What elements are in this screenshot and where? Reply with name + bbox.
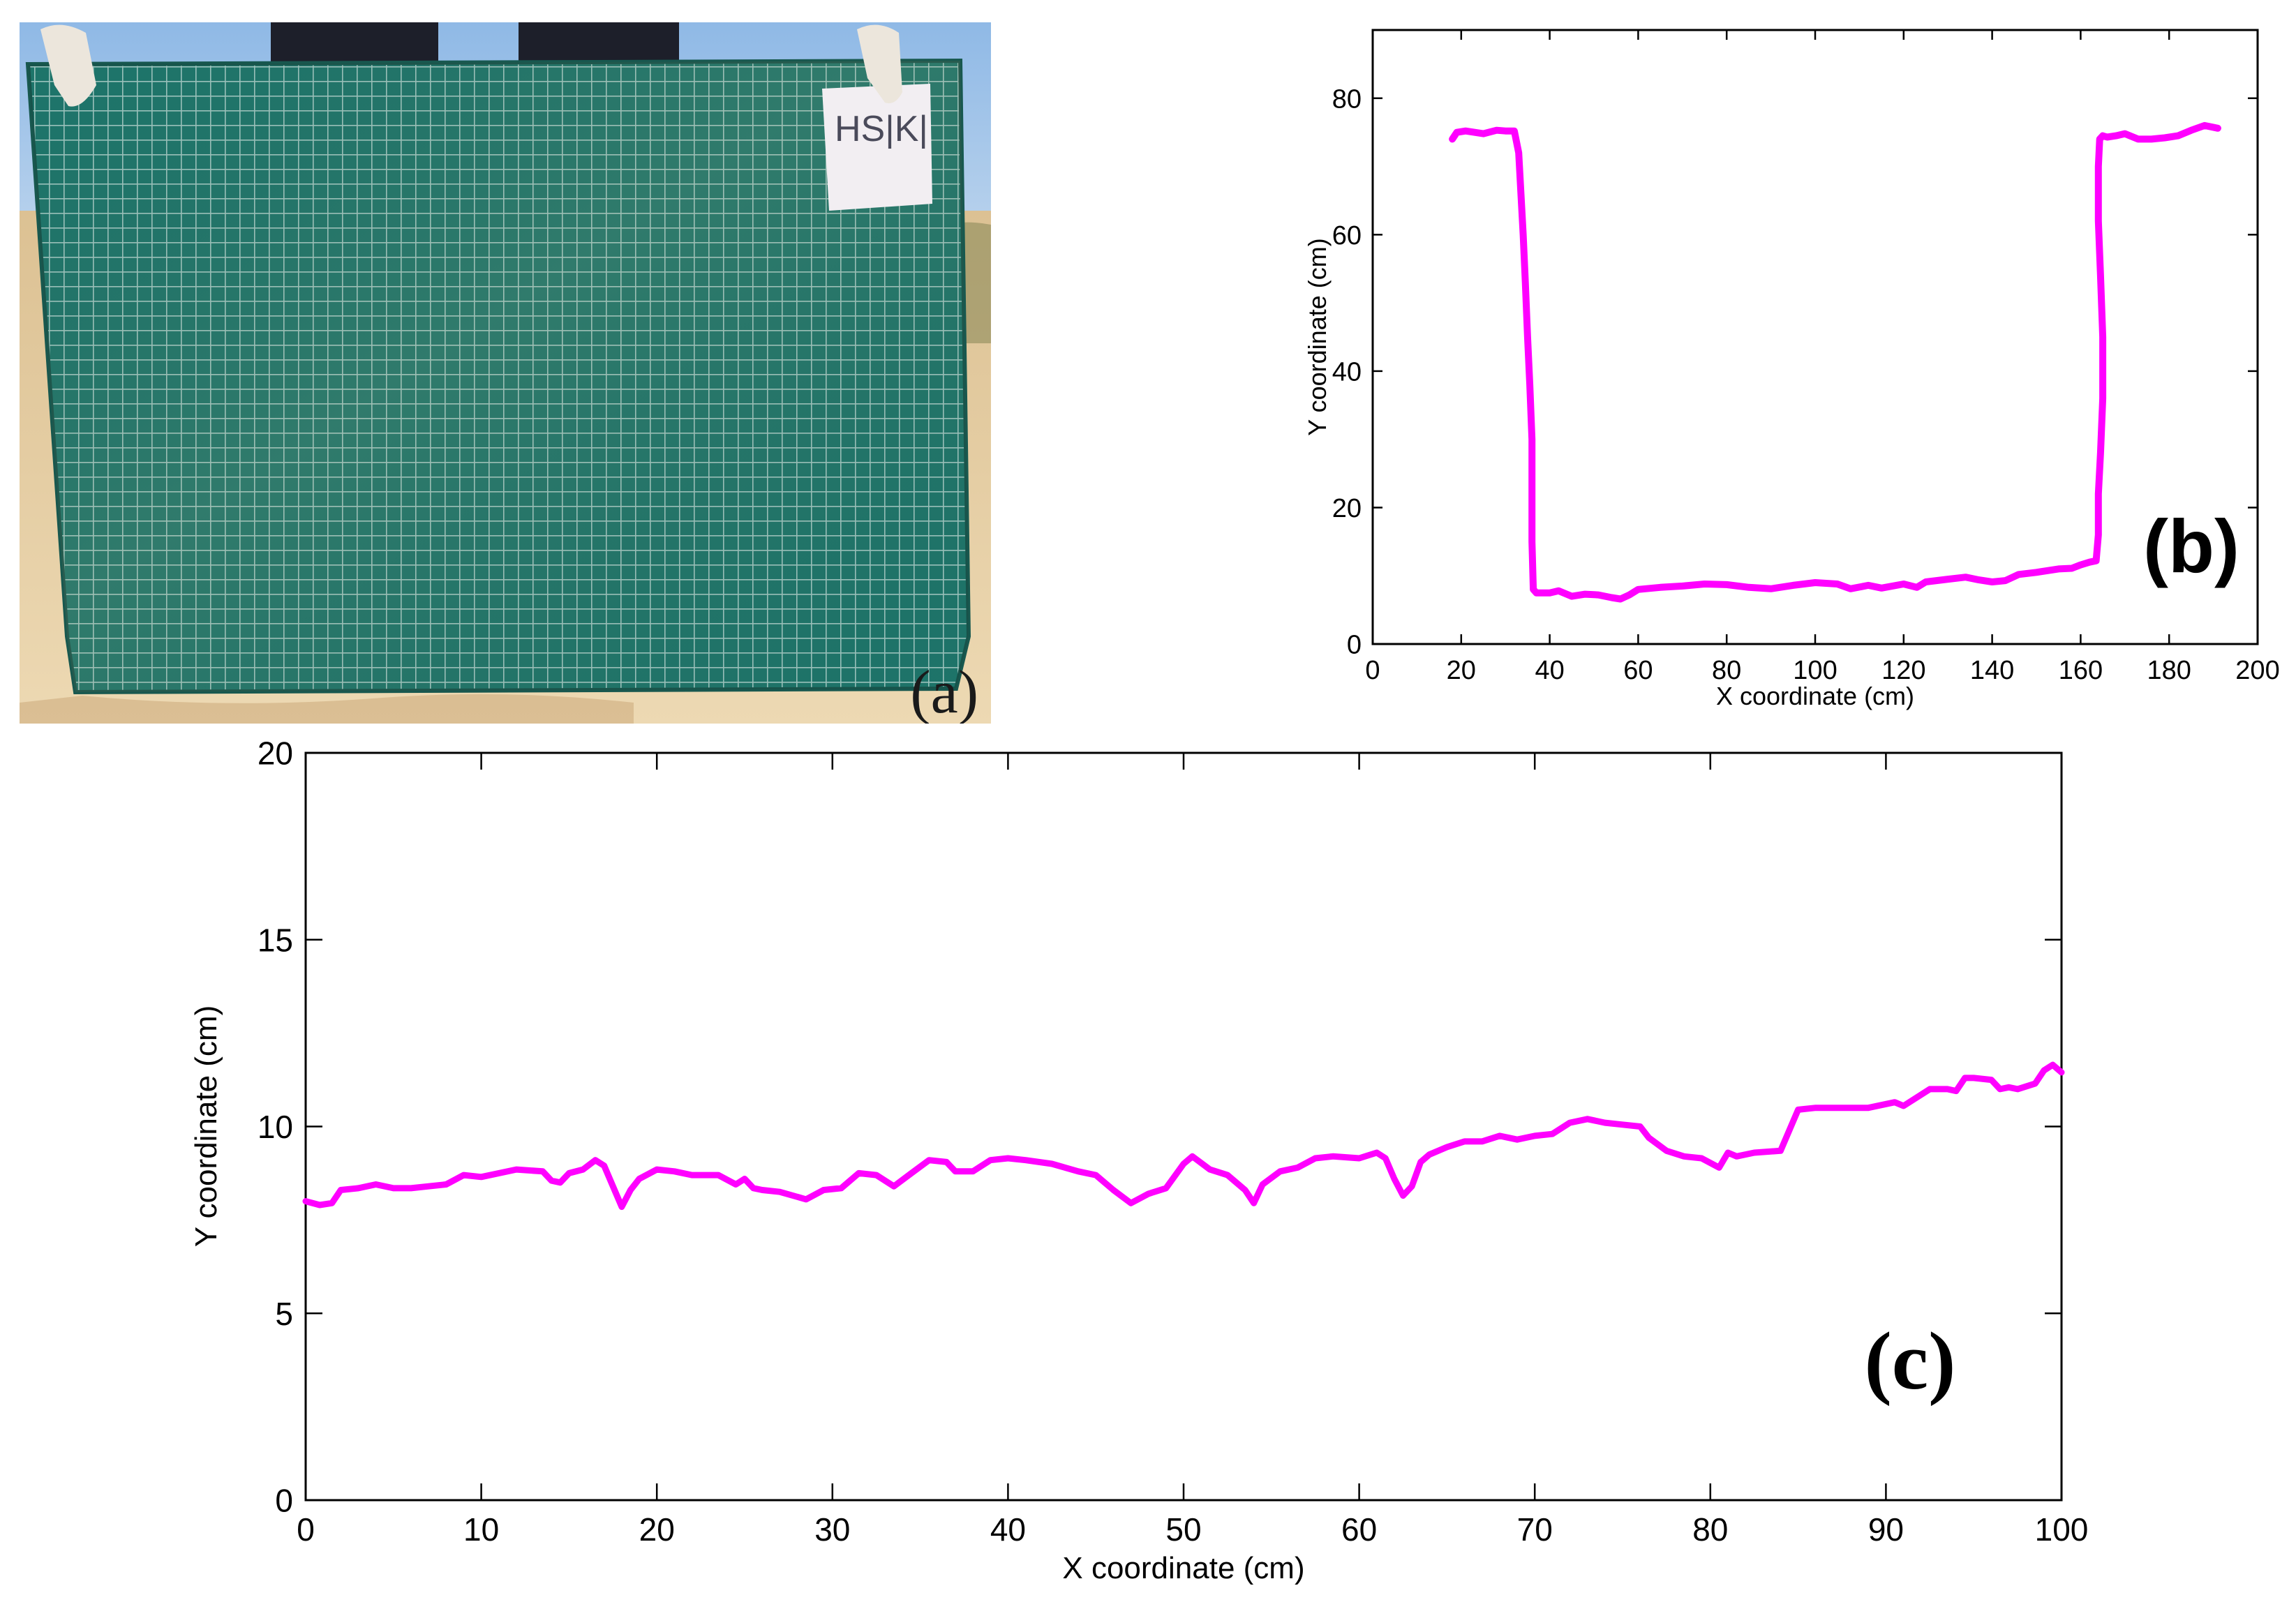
x-tick-label: 50 [1165,1511,1201,1548]
x-tick-label: 140 [1970,656,2014,685]
chart-b-x-axis-label: X coordinate (cm) [1716,682,1914,710]
x-tick-label: 80 [1692,1511,1728,1548]
chart-b-axes [1371,29,2259,645]
panel-label-a: (a) [910,659,978,724]
chart-b-series-line [1449,121,2221,603]
x-tick-label: 200 [2235,656,2279,685]
chart-c-y-axis-label: Y coordinate (cm) [189,1005,223,1247]
x-tick-label: 20 [639,1511,675,1548]
glove-right [857,24,902,103]
sand-mound [20,694,634,724]
x-tick-label: 180 [2147,656,2191,685]
y-tick-label: 20 [1332,494,1362,523]
y-tick-label: 5 [275,1296,293,1332]
glove-left [40,24,96,107]
x-tick-label: 30 [814,1511,850,1548]
photo-panel-a: HS|K| (a) [20,22,991,724]
chart-c: 0 10 20 30 40 50 60 70 80 90 100 0 5 10 15 20 X coordin… [189,735,2089,1585]
y-tick-label: 80 [1332,84,1362,114]
x-tick-label: 120 [1881,656,1925,685]
chart-c-series-line [302,1061,2065,1211]
y-tick-label: 10 [258,1109,293,1145]
plot-area-border [304,751,2063,1502]
chart-b: 0 20 40 60 80 100 120 140 160 180 200 0 20 40 60 80 X c… [1303,29,2280,710]
chart-c-x-axis-label: X coordinate (cm) [1062,1551,1304,1585]
x-tick-label: 80 [1712,656,1741,685]
chart-b-y-axis-label: Y coordinate (cm) [1303,238,1332,435]
x-tick-label: 100 [1793,656,1837,685]
chart-c-axes [304,751,2063,1502]
chart-b-ticks: 0 20 40 60 80 100 120 140 160 180 200 0 20 40 60 80 [1332,30,2280,685]
y-tick-label: 0 [1347,631,1362,660]
x-tick-label: 10 [463,1511,499,1548]
chart-c-panel-label: (c) [1865,1315,1956,1407]
x-tick-label: 60 [1623,656,1653,685]
y-tick-label: 60 [1332,221,1362,250]
x-tick-label: 100 [2035,1511,2089,1548]
x-tick-label: 40 [1535,656,1564,685]
x-tick-label: 0 [297,1511,315,1548]
x-tick-label: 70 [1517,1511,1553,1548]
plot-area-border [1371,29,2259,645]
grid-board-photo: HS|K| [20,22,991,724]
x-tick-label: 60 [1341,1511,1377,1548]
x-tick-label: 90 [1868,1511,1904,1548]
x-tick-label: 40 [990,1511,1026,1548]
sticker-label: HS|K| [822,84,932,211]
x-tick-label: 160 [2059,656,2103,685]
svg-text:HS|K|: HS|K| [835,109,928,149]
chart-b-panel-label: (b) [2143,504,2239,588]
chart-c-ticks: 0 10 20 30 40 50 60 70 80 90 100 0 5 10 15 20 [258,735,2089,1548]
y-tick-label: 20 [258,735,293,772]
x-tick-label: 0 [1365,656,1380,685]
x-tick-label: 20 [1447,656,1476,685]
board-shading [28,61,969,692]
y-tick-label: 15 [258,922,293,958]
y-tick-label: 0 [275,1483,293,1519]
y-tick-label: 40 [1332,358,1362,387]
